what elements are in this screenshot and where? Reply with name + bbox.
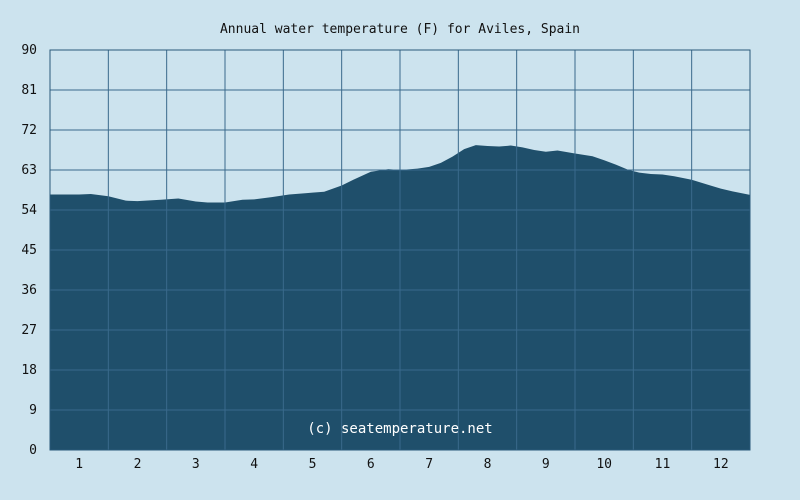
grid-layer [50, 50, 750, 450]
x-tick-label: 8 [484, 457, 492, 472]
x-tick-label: 2 [134, 457, 142, 472]
x-tick-label: 6 [367, 457, 375, 472]
y-tick-label: 81 [21, 83, 37, 98]
x-tick-label: 10 [596, 457, 612, 472]
y-tick-label: 45 [21, 243, 37, 258]
x-tick-label: 5 [309, 457, 317, 472]
y-tick-label: 54 [21, 203, 37, 218]
x-tick-label: 9 [542, 457, 550, 472]
y-tick-label: 36 [21, 283, 37, 298]
y-tick-label: 18 [21, 363, 37, 378]
chart-title: Annual water temperature (F) for Aviles,… [220, 22, 580, 37]
y-tick-label: 72 [21, 123, 37, 138]
x-tick-label: 3 [192, 457, 200, 472]
y-axis: 0 9 18 27 36 45 54 63 72 81 90 [21, 43, 37, 458]
x-tick-label: 4 [250, 457, 258, 472]
x-tick-label: 11 [655, 457, 671, 472]
y-tick-label: 90 [21, 43, 37, 58]
y-tick-label: 0 [29, 443, 37, 458]
x-tick-label: 12 [713, 457, 729, 472]
y-tick-label: 63 [21, 163, 37, 178]
x-tick-label: 1 [75, 457, 83, 472]
y-tick-label: 27 [21, 323, 37, 338]
x-axis: 1 2 3 4 5 6 7 8 9 10 11 12 [75, 457, 728, 472]
watermark-text: (c) seatemperature.net [307, 421, 492, 437]
x-tick-label: 7 [425, 457, 433, 472]
y-tick-label: 9 [29, 403, 37, 418]
plot-frame [49, 49, 751, 451]
